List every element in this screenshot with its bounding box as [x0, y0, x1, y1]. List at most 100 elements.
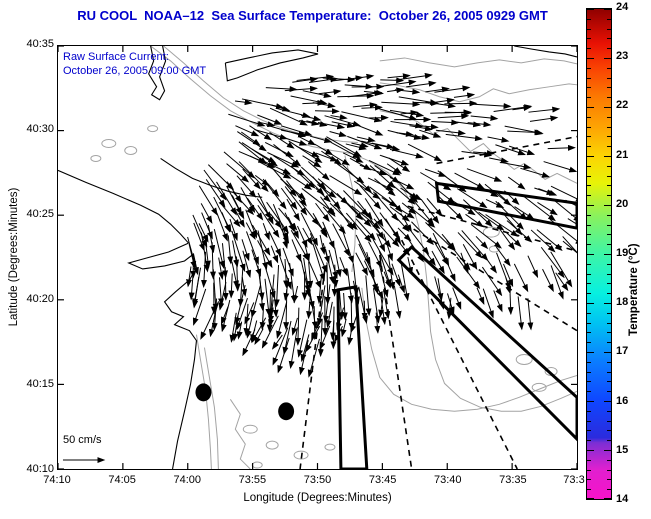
colorbar-tick-label: 17: [616, 345, 629, 358]
colorbar-tick: [587, 332, 591, 333]
colorbar-tick: [607, 87, 611, 88]
colorbar-tick: [587, 117, 591, 118]
colorbar-tick: [604, 9, 611, 10]
colorbar-tick: [607, 264, 611, 265]
colorbar-tick: [587, 234, 591, 235]
colorbar-tick: [607, 362, 611, 363]
colorbar-tick: [587, 479, 591, 480]
colorbar-tick: [607, 244, 611, 245]
colorbar-tick: [587, 421, 591, 422]
colorbar-tick: [587, 166, 591, 167]
colorbar-tick: [607, 234, 611, 235]
colorbar-tick: [607, 430, 611, 431]
colorbar-tick: [604, 450, 611, 451]
annotation-current-label: Raw Surface Current:: [63, 51, 169, 63]
colorbar-tick: [607, 283, 611, 284]
colorbar-tick-label: 14: [616, 493, 629, 505]
scale-arrow-label: 50 cm/s: [63, 434, 102, 446]
y-tick-label: 40:30: [26, 123, 54, 135]
y-tick-label: 40:20: [26, 293, 54, 305]
colorbar-tick: [587, 498, 594, 499]
colorbar-tick: [587, 411, 591, 412]
colorbar-tick-label: 15: [616, 443, 629, 456]
colorbar-tick: [587, 440, 591, 441]
colorbar-tick: [607, 195, 611, 196]
colorbar-tick: [607, 411, 611, 412]
colorbar-tick: [607, 342, 611, 343]
colorbar-tick: [607, 381, 611, 382]
colorbar-tick: [607, 470, 611, 471]
colorbar-tick: [604, 156, 611, 157]
colorbar-tick: [607, 215, 611, 216]
colorbar-tick: [587, 146, 591, 147]
x-tick-label: 73:40: [433, 474, 462, 486]
colorbar-tick: [587, 489, 591, 490]
colorbar-tick: [587, 313, 591, 314]
colorbar-tick-label: 18: [616, 296, 629, 309]
map-plot: Raw Surface Current: October 26, 2005 09…: [57, 45, 578, 470]
colorbar-tick: [587, 176, 591, 177]
colorbar-tick: [587, 48, 591, 49]
colorbar-tick: [604, 107, 611, 108]
station-dots: [195, 383, 295, 421]
colorbar-tick: [587, 381, 591, 382]
colorbar-tick: [587, 450, 594, 451]
colorbar: [586, 8, 612, 500]
colorbar-tick: [587, 362, 591, 363]
colorbar-tick: [607, 440, 611, 441]
colorbar-tick: [587, 391, 591, 392]
colorbar-tick: [607, 225, 611, 226]
map-canvas: [58, 46, 577, 469]
colorbar-tick: [607, 146, 611, 147]
colorbar-tick-label: 20: [616, 197, 629, 210]
colorbar-tick: [604, 303, 611, 304]
colorbar-tick-label: 16: [616, 394, 629, 407]
colorbar-tick: [607, 332, 611, 333]
colorbar-tick: [587, 430, 591, 431]
colorbar-tick: [604, 58, 611, 59]
colorbar-tick: [587, 87, 591, 88]
colorbar-tick: [587, 470, 591, 471]
colorbar-tick: [607, 479, 611, 480]
colorbar-tick: [604, 205, 611, 206]
colorbar-tick: [607, 185, 611, 186]
colorbar-tick: [587, 195, 591, 196]
colorbar-tick: [607, 421, 611, 422]
colorbar-tick: [604, 352, 611, 353]
colorbar-tick: [587, 274, 591, 275]
colorbar-tick: [587, 352, 594, 353]
colorbar-tick: [607, 372, 611, 373]
colorbar-tick: [607, 313, 611, 314]
colorbar-tick: [587, 215, 591, 216]
colorbar-tick: [607, 489, 611, 490]
colorbar-tick: [587, 127, 591, 128]
colorbar-tick: [607, 136, 611, 137]
x-tick-label: 73:45: [368, 474, 397, 486]
colorbar-tick: [604, 498, 611, 499]
current-vector-field: [186, 72, 577, 378]
colorbar-tick: [607, 29, 611, 30]
x-tick-label: 74:00: [173, 474, 202, 486]
colorbar-tick: [607, 117, 611, 118]
colorbar-tick: [587, 323, 591, 324]
colorbar-tick: [587, 303, 594, 304]
colorbar-tick: [587, 107, 594, 108]
colorbar-tick: [607, 127, 611, 128]
colorbar-tick-label: 21: [616, 148, 629, 161]
colorbar-tick: [607, 293, 611, 294]
colorbar-tick-label: 19: [616, 247, 629, 259]
x-tick-label: 74:10: [43, 474, 71, 486]
colorbar-tick: [607, 323, 611, 324]
colorbar-tick: [604, 401, 611, 402]
colorbar-tick: [607, 274, 611, 275]
colorbar-tick: [587, 97, 591, 98]
colorbar-tick: [587, 372, 591, 373]
x-tick-label: 74:05: [108, 474, 136, 486]
colorbar-tick: [587, 29, 591, 30]
colorbar-tick-label: 22: [616, 99, 629, 112]
colorbar-tick: [587, 264, 591, 265]
y-tick-label: 40:10: [26, 463, 54, 475]
colorbar-tick: [587, 293, 591, 294]
colorbar-tick: [607, 460, 611, 461]
